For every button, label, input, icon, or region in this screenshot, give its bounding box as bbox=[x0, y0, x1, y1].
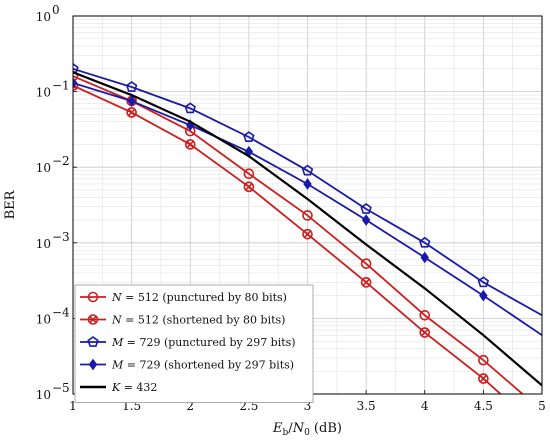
x-tick-label: 2 bbox=[186, 399, 194, 413]
pentagon-marker bbox=[184, 102, 196, 114]
circle-cross-marker bbox=[302, 228, 313, 240]
x-axis-title: Eb/N0 (dB) bbox=[272, 421, 342, 438]
diamond-marker bbox=[303, 178, 312, 190]
pentagon-marker bbox=[87, 336, 99, 347]
diamond-marker bbox=[73, 77, 78, 89]
pentagon-marker bbox=[360, 203, 372, 214]
diamond-marker bbox=[420, 251, 429, 264]
y-tick-exponent: −4 bbox=[52, 305, 70, 319]
legend-box bbox=[74, 284, 314, 403]
series-2 bbox=[73, 80, 502, 394]
circle-cross-marker bbox=[184, 139, 196, 150]
y-tick-exponent: −1 bbox=[52, 79, 70, 93]
y-tick-label: 10 bbox=[36, 86, 51, 100]
diamond-marker bbox=[88, 358, 98, 371]
series-layer bbox=[73, 62, 542, 394]
diamond-marker bbox=[361, 214, 371, 226]
circle-marker bbox=[73, 70, 79, 82]
pentagon-marker bbox=[301, 164, 314, 176]
legend-label: M = 729 (shortened by 297 bits) bbox=[111, 359, 294, 372]
pentagon-marker bbox=[125, 81, 138, 92]
circle-marker bbox=[87, 291, 99, 303]
circle-marker bbox=[478, 354, 489, 366]
circle-cross-marker bbox=[478, 373, 489, 384]
y-tick-exponent: −3 bbox=[52, 230, 70, 244]
circle-marker bbox=[243, 168, 255, 180]
diamond-marker bbox=[479, 289, 488, 302]
y-tick-label: 10 bbox=[36, 388, 51, 402]
series-3 bbox=[73, 62, 542, 317]
pentagon-marker bbox=[419, 236, 431, 248]
y-tick-label: 10 bbox=[36, 161, 51, 175]
x-tick-label: 4.5 bbox=[474, 399, 493, 413]
series-5 bbox=[73, 71, 542, 387]
y-tick-exponent: −2 bbox=[52, 154, 70, 168]
legend-label: M = 729 (punctured by 297 bits) bbox=[111, 336, 296, 349]
circle-marker bbox=[360, 258, 372, 269]
x-tick-label: 1 bbox=[69, 399, 77, 413]
grid bbox=[72, 16, 543, 395]
pentagon-marker bbox=[73, 62, 79, 74]
pentagon-marker bbox=[243, 131, 255, 142]
y-tick-label: 10 bbox=[36, 312, 51, 326]
legend-label: K = 432 bbox=[111, 381, 157, 394]
circle-cross-marker bbox=[243, 181, 255, 193]
circle-marker bbox=[302, 210, 313, 221]
series-line bbox=[73, 75, 524, 394]
circle-cross-marker bbox=[360, 277, 372, 288]
diamond-marker bbox=[127, 95, 136, 107]
circle-cross-marker bbox=[87, 314, 99, 325]
legend-entry: M = 729 (punctured by 297 bits) bbox=[80, 336, 296, 349]
y-tick-exponent: −5 bbox=[52, 381, 70, 395]
x-tick-label: 3.5 bbox=[357, 399, 376, 413]
series-line bbox=[73, 67, 542, 317]
pentagon-marker bbox=[477, 276, 490, 288]
y-tick-label: 10 bbox=[36, 237, 51, 251]
x-tick-label: 5 bbox=[538, 399, 546, 413]
x-tick-label: 3 bbox=[304, 399, 312, 413]
series-1 bbox=[73, 70, 524, 394]
y-tick-label: 10 bbox=[36, 10, 51, 24]
legend-entry: N = 512 (shortened by 80 bits) bbox=[80, 314, 285, 327]
legend-entry: N = 512 (punctured by 80 bits) bbox=[80, 291, 287, 304]
series-line bbox=[73, 71, 542, 387]
circle-cross-marker bbox=[126, 107, 137, 118]
legend: N = 512 (punctured by 80 bits) N = 512 (s… bbox=[74, 284, 314, 403]
y-tick-exponent: 0 bbox=[52, 3, 60, 17]
circle-cross-marker bbox=[419, 327, 431, 338]
legend-entry: K = 432 bbox=[80, 381, 157, 394]
y-axis-title: BER bbox=[3, 189, 18, 219]
legend-label: N = 512 (punctured by 80 bits) bbox=[111, 291, 287, 304]
x-tick-label: 4 bbox=[421, 399, 429, 413]
legend-entry: M = 729 (shortened by 297 bits) bbox=[80, 359, 294, 372]
circle-marker bbox=[419, 309, 431, 321]
legend-label: N = 512 (shortened by 80 bits) bbox=[111, 314, 285, 327]
x-axis-ticks: 1 1.5 2 2.5 3 3.5 4 4.5 5 bbox=[69, 390, 546, 413]
